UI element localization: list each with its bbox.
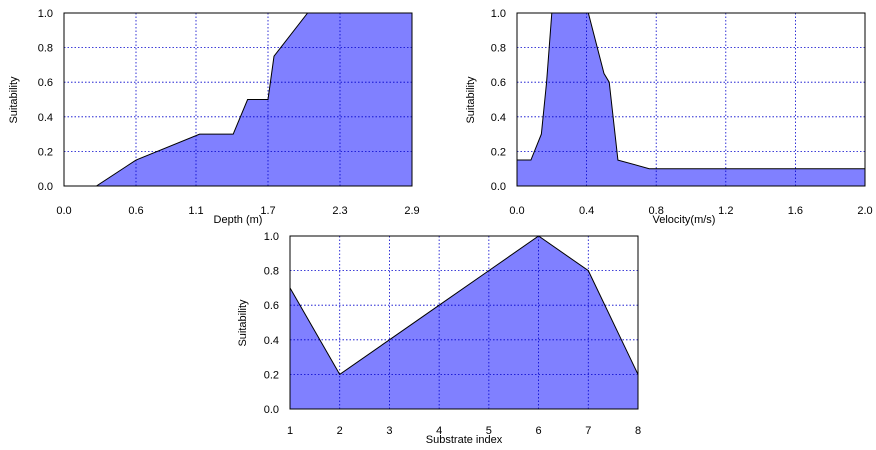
substrate-ytick-label: 0.6 bbox=[264, 300, 279, 312]
substrate-xtick-label: 2 bbox=[337, 425, 343, 437]
substrate-ytick-label: 0.8 bbox=[264, 266, 279, 278]
depth-ytick-label: 0.4 bbox=[38, 112, 53, 124]
velocity-area-fill bbox=[517, 13, 865, 186]
depth-ytick-label: 0.0 bbox=[38, 181, 53, 193]
depth-ytick-label: 0.6 bbox=[38, 77, 53, 89]
substrate-xtick-label: 4 bbox=[436, 425, 442, 437]
depth-x-axis-label: Depth (m) bbox=[214, 214, 263, 226]
velocity-plot-frame bbox=[516, 12, 866, 187]
substrate-ytick-label: 0.2 bbox=[264, 369, 279, 381]
velocity-xtick-label: 0.0 bbox=[509, 205, 524, 217]
substrate-suitability-chart: 1 2 3 4 5 6 7 8 0.0 0.2 0.4 0.6 0.8 1.0 Substrate inde… bbox=[237, 231, 641, 446]
depth-plot-frame bbox=[63, 12, 413, 187]
depth-ytick-label: 0.8 bbox=[38, 43, 53, 55]
substrate-ytick-label: 0.0 bbox=[264, 404, 279, 416]
substrate-area-fill bbox=[290, 236, 638, 409]
substrate-x-axis-label: Substrate index bbox=[426, 434, 503, 446]
substrate-xtick-label: 6 bbox=[536, 425, 542, 437]
velocity-x-axis-label: Velocity(m/s) bbox=[653, 214, 716, 226]
velocity-xtick-label: 1.2 bbox=[718, 205, 733, 217]
substrate-xtick-label: 5 bbox=[486, 425, 492, 437]
depth-xtick-label: 1.7 bbox=[260, 205, 275, 217]
substrate-y-axis-label: Suitability bbox=[237, 299, 249, 347]
velocity-ytick-label: 0.0 bbox=[491, 181, 506, 193]
substrate-ytick-label: 0.4 bbox=[264, 335, 279, 347]
depth-series-line bbox=[64, 12, 412, 187]
depth-xtick-label: 1.1 bbox=[188, 205, 203, 217]
depth-xtick-label: 2.3 bbox=[332, 205, 347, 217]
velocity-ytick-label: 0.8 bbox=[491, 43, 506, 55]
substrate-ytick-label: 1.0 bbox=[264, 231, 279, 243]
depth-xtick-label: 0.0 bbox=[56, 205, 71, 217]
velocity-ytick-label: 1.0 bbox=[491, 8, 506, 20]
substrate-xtick-label: 1 bbox=[287, 425, 293, 437]
velocity-xtick-label: 1.6 bbox=[788, 205, 803, 217]
depth-area-fill bbox=[64, 13, 412, 186]
substrate-series-line bbox=[289, 235, 639, 376]
substrate-xtick-label: 3 bbox=[386, 425, 392, 437]
velocity-ytick-label: 0.6 bbox=[491, 77, 506, 89]
depth-ytick-label: 0.2 bbox=[38, 146, 53, 158]
velocity-xtick-label: 2.0 bbox=[857, 205, 872, 217]
depth-xtick-label: 0.6 bbox=[128, 205, 143, 217]
depth-suitability-chart: 0.0 0.6 1.1 1.7 2.3 2.9 0.0 0.2 0.4 0.6 0.8 1.0 Dept… bbox=[8, 8, 420, 226]
velocity-ytick-label: 0.2 bbox=[491, 146, 506, 158]
velocity-xtick-label: 0.8 bbox=[649, 205, 664, 217]
velocity-y-axis-label: Suitability bbox=[465, 76, 477, 124]
depth-xtick-label: 2.9 bbox=[404, 205, 419, 217]
substrate-xtick-label: 8 bbox=[635, 425, 641, 437]
depth-ytick-label: 1.0 bbox=[38, 8, 53, 20]
velocity-suitability-chart: 0.0 0.4 0.8 1.2 1.6 2.0 0.0 0.2 0.4 0.6 0.8 1.0 Velo… bbox=[465, 8, 873, 226]
velocity-ytick-label: 0.4 bbox=[491, 112, 506, 124]
velocity-xtick-label: 0.4 bbox=[579, 205, 594, 217]
depth-y-axis-label: Suitability bbox=[8, 76, 20, 124]
substrate-xtick-label: 7 bbox=[585, 425, 591, 437]
substrate-plot-frame bbox=[289, 235, 639, 410]
